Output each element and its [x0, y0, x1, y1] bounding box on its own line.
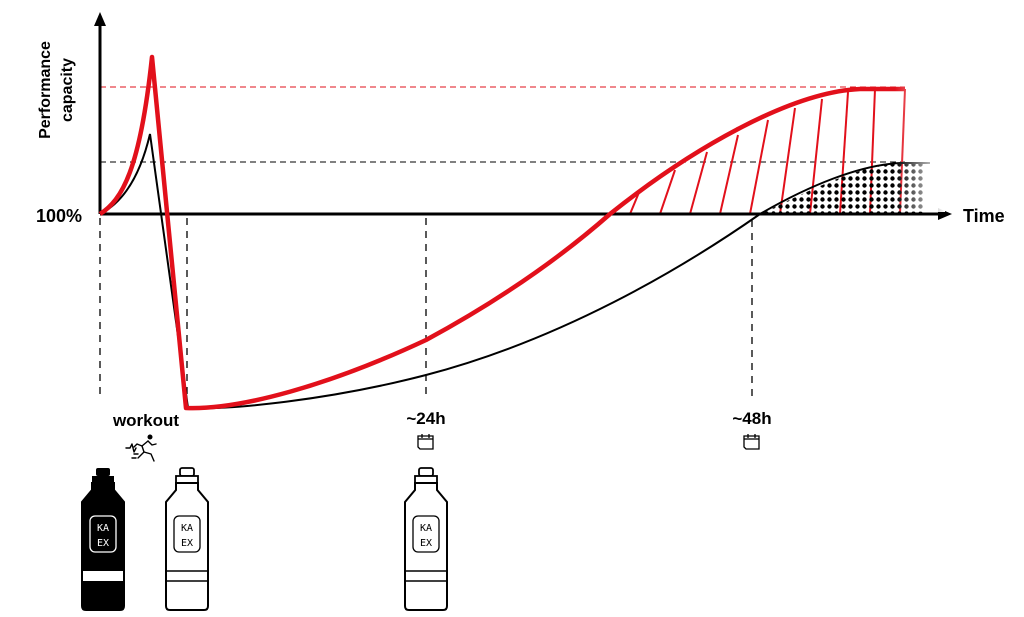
y-axis-arrow: [94, 12, 106, 26]
black-curve: [99, 133, 930, 410]
bottle-icon: KA EX: [404, 467, 448, 611]
red-curve: [98, 54, 905, 411]
label-48h: ~48h: [732, 409, 771, 428]
label-24h: ~24h: [406, 409, 445, 428]
bottle-icon: KA EX: [165, 467, 209, 611]
baseline-label: 100%: [36, 206, 82, 226]
bottle-label-line2: EX: [97, 538, 109, 549]
bottle-label-line1: KA: [181, 523, 193, 534]
workout-label: workout: [112, 411, 179, 430]
right-fade-overlay: [895, 70, 945, 212]
bottle-icon: KA EX: [81, 468, 125, 611]
bottle-label-line1: KA: [420, 523, 432, 534]
runner-icon: [125, 434, 157, 462]
y-axis-label-line1: Performance: [37, 41, 54, 139]
x-axis-label: Time: [963, 206, 1005, 226]
calendar-icon: [743, 434, 760, 450]
bottle-label-line2: EX: [181, 538, 193, 549]
y-axis-label-line2: capacity: [59, 58, 76, 122]
bottle-label-line2: EX: [420, 538, 432, 549]
calendar-icon: [417, 434, 434, 450]
bottle-label-line1: KA: [97, 523, 109, 534]
